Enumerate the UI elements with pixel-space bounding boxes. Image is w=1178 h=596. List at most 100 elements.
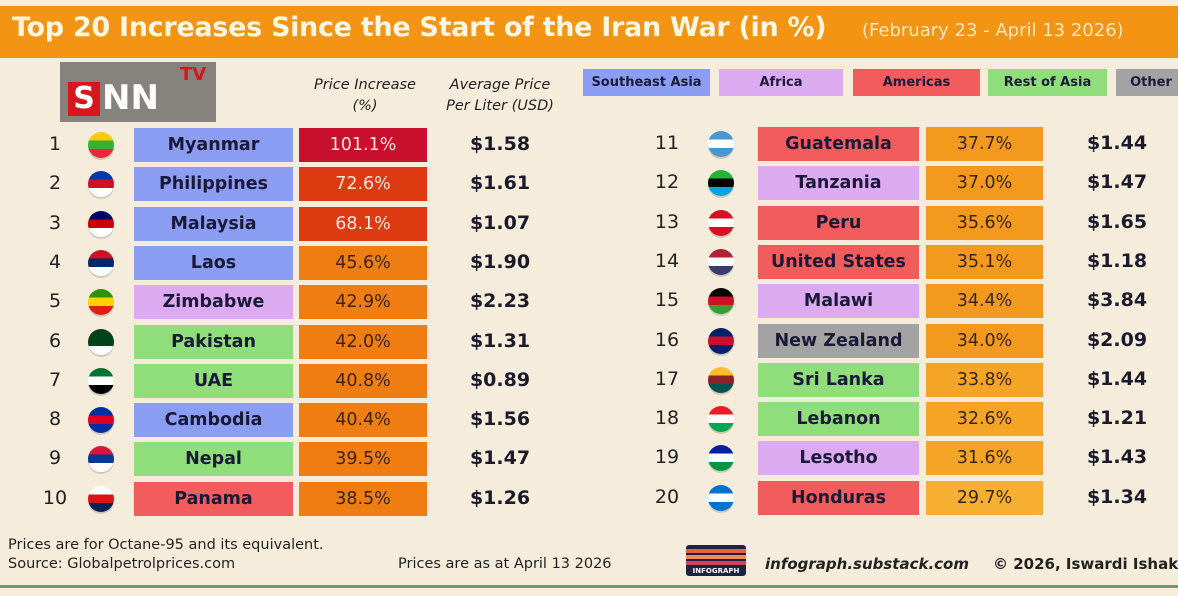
country-name: Myanmar <box>134 128 293 162</box>
table-row: 13 Peru 35.6% $1.65 <box>0 205 1178 240</box>
watermark-nn: NN <box>102 78 159 118</box>
table-row: 12 Tanzania 37.0% $1.47 <box>0 166 1178 201</box>
country-name: Sri Lanka <box>758 362 919 397</box>
flag-icon <box>708 484 734 511</box>
rank: 19 <box>654 446 680 469</box>
price-increase: 37.0% <box>926 166 1043 201</box>
rank: 14 <box>654 249 680 272</box>
legend-item-southeast-asia: Southeast Asia <box>583 69 710 96</box>
legend-item-africa: Africa <box>719 69 843 96</box>
rank: 11 <box>654 132 680 154</box>
average-price: $1.65 <box>1086 210 1148 233</box>
country-name: Lebanon <box>758 402 919 437</box>
table-row: 16 New Zealand 34.0% $2.09 <box>0 323 1178 358</box>
table-row: 15 Malawi 34.4% $3.84 <box>0 284 1178 319</box>
price-increase: 32.6% <box>926 402 1043 437</box>
average-price: $1.21 <box>1086 407 1148 430</box>
table-row: 19 Lesotho 31.6% $1.43 <box>0 441 1178 476</box>
flag-icon <box>708 366 734 393</box>
price-increase: 29.7% <box>926 480 1043 515</box>
rank: 4 <box>48 250 62 273</box>
watermark-s: S <box>68 82 100 116</box>
price-increase: 40.8% <box>299 363 427 398</box>
rank: 9 <box>48 447 62 470</box>
average-price: $1.44 <box>1086 132 1148 154</box>
flag-icon <box>88 210 114 237</box>
rank: 8 <box>48 408 62 431</box>
flag-icon <box>708 170 734 197</box>
table-row: 1 Myanmar 101.1% $1.58 <box>0 128 1178 162</box>
table-row: 2 Philippines 72.6% $1.61 <box>0 167 1178 202</box>
average-price: $1.18 <box>1086 249 1148 272</box>
footer-source: Source: Globalpetrolprices.com <box>8 556 236 572</box>
average-price: $1.47 <box>469 447 531 470</box>
rank: 1 <box>48 133 62 155</box>
average-price: $2.23 <box>469 290 531 313</box>
price-increase: 37.7% <box>926 127 1043 161</box>
rank: 13 <box>654 210 680 233</box>
table-row: 18 Lebanon 32.6% $1.21 <box>0 402 1178 437</box>
infograph-logo: INFOGRAPH <box>686 545 746 576</box>
price-increase: 42.9% <box>299 285 427 320</box>
country-name: United States <box>758 244 919 279</box>
table-row: 17 Sri Lanka 33.8% $1.44 <box>0 362 1178 397</box>
table-row: 8 Cambodia 40.4% $1.56 <box>0 403 1178 438</box>
flag-icon <box>88 446 114 473</box>
country-name: Honduras <box>758 480 919 515</box>
price-increase: 34.0% <box>926 323 1043 358</box>
flag-icon <box>88 289 114 316</box>
table-row: 5 Zimbabwe 42.9% $2.23 <box>0 285 1178 320</box>
average-price: $2.09 <box>1086 328 1148 351</box>
flag-icon <box>88 132 114 158</box>
bottom-divider <box>0 585 1178 588</box>
country-name: Cambodia <box>134 403 293 438</box>
price-increase: 35.6% <box>926 205 1043 240</box>
country-name: Tanzania <box>758 166 919 201</box>
footer-copyright: © 2026, Iswardi Ishak <box>993 555 1178 573</box>
country-name: UAE <box>134 363 293 398</box>
price-increase: 45.6% <box>299 245 427 280</box>
country-name: Philippines <box>134 167 293 202</box>
country-name: Guatemala <box>758 127 919 161</box>
country-name: Nepal <box>134 442 293 477</box>
footer-website[interactable]: infograph.substack.com <box>765 555 969 573</box>
rank: 17 <box>654 367 680 390</box>
flag-icon <box>708 406 734 433</box>
flag-icon <box>708 445 734 472</box>
average-price: $1.31 <box>469 329 531 352</box>
average-price: $0.89 <box>469 368 531 391</box>
flag-icon <box>708 288 734 315</box>
flag-icon <box>88 485 114 512</box>
rank: 3 <box>48 211 62 234</box>
rank: 20 <box>654 485 680 508</box>
column-header-increase-line1: Price Increase <box>314 77 416 93</box>
rank: 2 <box>48 172 62 195</box>
flag-icon <box>88 249 114 276</box>
page-title: Top 20 Increases Since the Start of the … <box>12 12 827 43</box>
rank: 18 <box>654 407 680 430</box>
footer-note: Prices are for Octane-95 and its equival… <box>8 537 324 553</box>
country-name: Panama <box>134 481 293 516</box>
average-price: $1.44 <box>1086 367 1148 390</box>
column-header-increase-line2: (%) <box>352 98 378 114</box>
table-row: 14 United States 35.1% $1.18 <box>0 244 1178 279</box>
rank: 7 <box>48 368 62 391</box>
legend-item-rest-of-asia: Rest of Asia <box>988 69 1107 96</box>
table-row: 11 Guatemala 37.7% $1.44 <box>0 127 1178 161</box>
table-row: 9 Nepal 39.5% $1.47 <box>0 442 1178 477</box>
price-increase: 33.8% <box>926 362 1043 397</box>
date-range-subtitle: (February 23 - April 13 2026) <box>862 20 1124 41</box>
rank: 10 <box>42 486 68 509</box>
column-header-price: Average Price Per Liter (USD) <box>438 75 562 117</box>
price-increase: 42.0% <box>299 324 427 359</box>
average-price: $1.26 <box>469 486 531 509</box>
price-increase: 68.1% <box>299 206 427 241</box>
price-increase: 35.1% <box>926 244 1043 279</box>
legend-item-other: Other <box>1116 69 1178 96</box>
rank: 6 <box>48 329 62 352</box>
price-increase: 72.6% <box>299 167 427 202</box>
average-price: $1.56 <box>469 408 531 431</box>
price-increase: 101.1% <box>299 128 427 162</box>
average-price: $1.90 <box>469 250 531 273</box>
country-name: Laos <box>134 245 293 280</box>
